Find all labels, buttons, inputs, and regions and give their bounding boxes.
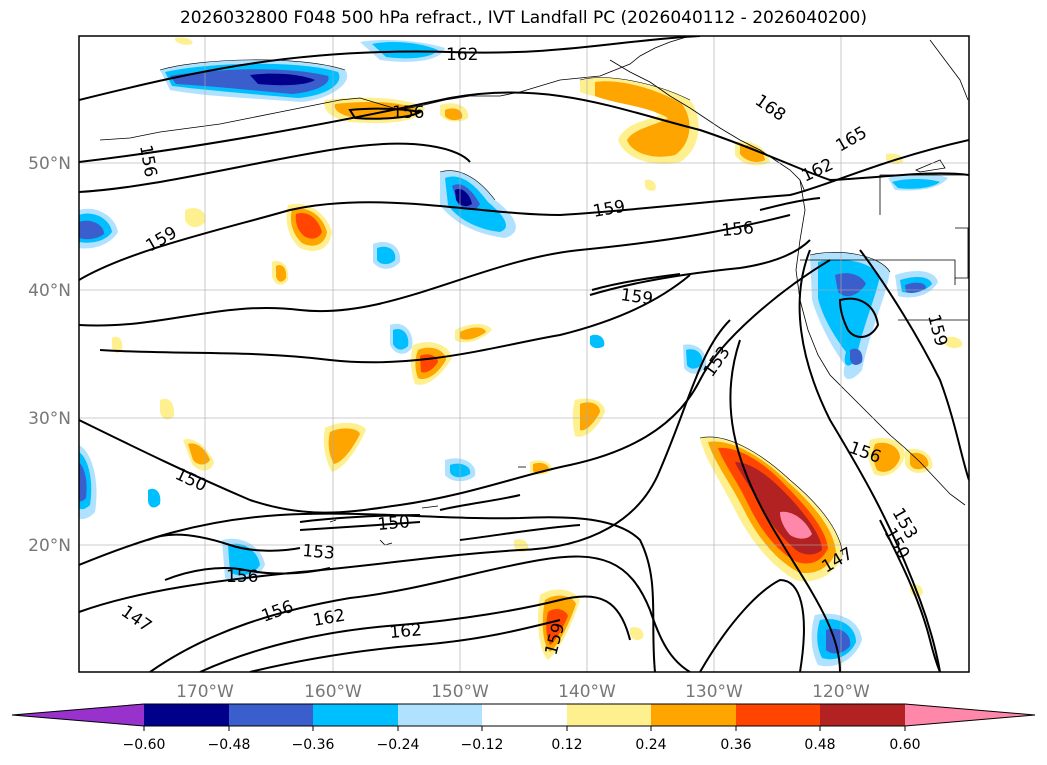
- gridlines: [79, 36, 969, 672]
- colorbar-swatch: [144, 704, 229, 726]
- colorbar-extend-max: [905, 704, 1035, 726]
- colorbar-swatch: [736, 704, 820, 726]
- lon-tick-labels: 170°W 160°W 150°W 140°W 130°W 120°W: [176, 682, 870, 702]
- colorbar-swatch: [567, 704, 651, 726]
- lon-label: 140°W: [558, 682, 616, 702]
- contour-label: 150: [377, 512, 411, 535]
- colorbar-swatch: [398, 704, 482, 726]
- contour-label: 162: [311, 606, 346, 631]
- contour-label: 156: [392, 103, 424, 123]
- contour-label: 156: [135, 143, 160, 178]
- contour-label: 153: [302, 541, 336, 564]
- colorbar-tick-label: 0.12: [551, 737, 582, 753]
- colorbar-tick-label: −0.60: [123, 737, 166, 753]
- map-title: 2026032800 F048 500 hPa refract., IVT La…: [179, 8, 867, 28]
- contour-label: 159: [591, 197, 626, 222]
- lat-label: 20°N: [28, 536, 71, 556]
- contour-label: 156: [259, 597, 296, 627]
- contour-label: 162: [389, 620, 423, 643]
- contour-label: 156: [721, 218, 755, 241]
- lon-label: 150°W: [431, 682, 489, 702]
- colorbar-tick-label: −0.12: [461, 737, 504, 753]
- contour-label: 162: [446, 45, 478, 65]
- contour-label: 159: [923, 312, 951, 349]
- colorbar-swatch: [313, 704, 398, 726]
- contour-label: 159: [619, 285, 654, 309]
- colorbar-swatch: [229, 704, 313, 726]
- contour-label: 153: [700, 343, 735, 381]
- colorbar-extend-min: [12, 704, 144, 726]
- colorbar-swatch: [820, 704, 905, 726]
- contour-label: 168: [751, 91, 789, 126]
- colorbar-tick-label: 0.60: [889, 737, 920, 753]
- lon-label: 170°W: [176, 682, 234, 702]
- colorbar-swatch: [482, 704, 567, 726]
- refractivity-contours-thin: [159, 59, 891, 556]
- lat-label: 50°N: [28, 154, 71, 174]
- colorbar-tick-label: 0.24: [635, 737, 666, 753]
- lon-label: 120°W: [812, 682, 870, 702]
- contour-label: 156: [226, 567, 258, 587]
- colorbar-tick-label: 0.36: [720, 737, 751, 753]
- colorbar-tick-label: −0.24: [377, 737, 420, 753]
- lat-label: 40°N: [28, 281, 71, 301]
- colorbar-tick-label: −0.48: [208, 737, 251, 753]
- lat-tick-labels: 50°N 40°N 30°N 20°N: [28, 154, 71, 556]
- contour-label: 147: [117, 602, 155, 637]
- colorbar-tick-label: 0.48: [804, 737, 835, 753]
- lon-label: 160°W: [304, 682, 362, 702]
- lon-label: 130°W: [685, 682, 743, 702]
- colorbar-swatch: [651, 704, 736, 726]
- colorbar-tick-label: −0.36: [292, 737, 335, 753]
- map-frame: [78, 35, 970, 673]
- refractivity-contours: [79, 36, 969, 672]
- lat-label: 30°N: [28, 409, 71, 429]
- colorbar: −0.60 −0.48 −0.36 −0.24 −0.12 0.12 0.24 …: [11, 703, 1036, 753]
- contour-label: 165: [833, 123, 871, 157]
- ivt-shading: [79, 37, 963, 667]
